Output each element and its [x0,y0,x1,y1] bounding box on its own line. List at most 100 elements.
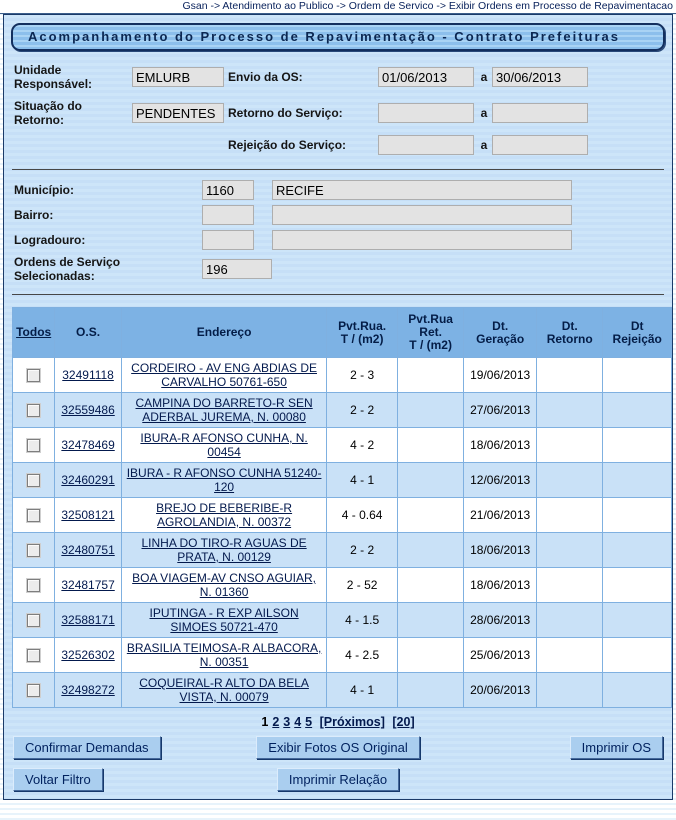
os-link[interactable]: 32478469 [61,438,115,452]
pvt-ret-value [396,532,465,568]
bairro-label: Bairro: [14,208,54,222]
col-header-pvt-rua-ret: Pvt.Rua Ret. T / (m2) [396,307,465,358]
os-table: Todos O.S. Endereço Pvt.Rua. T / (m2) Pv… [11,307,672,708]
dt-geracao-value: 18/06/2013 [463,427,537,463]
os-link[interactable]: 32481757 [61,578,115,592]
dt-retorno-value [535,532,604,568]
confirmar-demandas-button[interactable]: Confirmar Demandas [13,736,161,759]
endereco-link[interactable]: BRASILIA TEIMOSA-R ALBACORA, N. 00351 [126,641,322,669]
dt-geracao-value: 20/06/2013 [463,672,537,708]
bairro-name-field [272,205,572,225]
table-row: 32478469 IBURA-R AFONSO CUNHA, N. 00454 … [11,427,672,463]
unidade-field [132,67,224,87]
pvt-ret-value [396,637,465,673]
endereco-link[interactable]: BOA VIAGEM-AV CNSO AGUIAR, N. 01360 [132,571,316,599]
dt-rejeicao-value [602,357,672,393]
dt-retorno-value [535,427,604,463]
exibir-fotos-os-original-button[interactable]: Exibir Fotos OS Original [256,736,420,759]
row-checkbox[interactable] [27,579,41,593]
col-header-pvt-rua: Pvt.Rua. T / (m2) [326,307,398,358]
table-row: 32480751 LINHA DO TIRO-R AGUAS DE PRATA,… [11,532,672,568]
dt-rejeicao-value [602,392,672,428]
row-checkbox[interactable] [27,404,41,418]
pagination-page-link[interactable]: 4 [294,715,302,729]
row-checkbox[interactable] [27,369,41,383]
col-header-os: O.S. [54,307,122,358]
dt-retorno-value [535,462,604,498]
table-row: 32508121 BREJO DE BEBERIBE-R AGROLANDIA,… [11,497,672,533]
endereco-link[interactable]: LINHA DO TIRO-R AGUAS DE PRATA, N. 00129 [141,536,307,564]
os-link[interactable]: 32491118 [62,368,114,382]
pvt-value: 4 - 2 [326,427,398,463]
imprimir-os-button[interactable]: Imprimir OS [569,736,663,759]
row-checkbox[interactable] [27,544,41,558]
ordens-selecionadas-field [202,259,272,279]
envio-to-field [492,67,588,87]
os-link[interactable]: 32460291 [61,473,115,487]
os-link[interactable]: 32498272 [61,683,115,697]
col-header-dt-rejeicao: Dt Rejeição [602,307,672,358]
dt-rejeicao-value [602,567,672,603]
logradouro-label: Logradouro: [14,233,86,247]
municipio-label: Município: [14,183,74,197]
page-title: Acompanhamento do Processo de Repaviment… [11,23,665,51]
pvt-value: 4 - 1.5 [326,602,398,638]
row-checkbox[interactable] [27,684,41,698]
envio-os-label: Envio da OS: [228,70,303,84]
pvt-ret-value [396,567,465,603]
imprimir-relacao-button[interactable]: Imprimir Relação [276,768,400,791]
pagination-page-link[interactable]: 2 [272,715,280,729]
row-checkbox[interactable] [27,649,41,663]
dt-geracao-value: 18/06/2013 [463,532,537,568]
row-checkbox[interactable] [27,439,41,453]
pvt-ret-value [396,357,465,393]
pvt-value: 4 - 0.64 [326,497,398,533]
pagination-last-link[interactable]: [20] [392,715,415,729]
range-separator: a [480,106,488,120]
pagination-page-link[interactable]: 5 [305,715,313,729]
endereco-link[interactable]: BREJO DE BEBERIBE-R AGROLANDIA, N. 00372 [156,501,293,529]
row-checkbox[interactable] [27,509,41,523]
row-checkbox[interactable] [27,474,41,488]
voltar-filtro-button[interactable]: Voltar Filtro [13,768,103,791]
dt-rejeicao-value [602,532,672,568]
filter-summary-section: Unidade Responsável: Envio da OS: a Situ… [4,55,672,165]
endereco-link[interactable]: CAMPINA DO BARRETO-R SEN ADERBAL JUREMA,… [135,396,313,424]
pvt-ret-value [396,462,465,498]
pagination-page-link[interactable]: 3 [283,715,291,729]
pvt-value: 4 - 1 [326,462,398,498]
dt-geracao-value: 28/06/2013 [463,602,537,638]
endereco-link[interactable]: COQUEIRAL-R ALTO DA BELA VISTA, N. 00079 [139,676,309,704]
dt-geracao-value: 19/06/2013 [463,357,537,393]
os-link[interactable]: 32588171 [61,613,115,627]
rejeicao-from-field [378,135,474,155]
municipio-name-field [272,180,572,200]
dt-geracao-value: 18/06/2013 [463,567,537,603]
os-link[interactable]: 32480751 [61,543,115,557]
endereco-link[interactable]: IPUTINGA - R EXP AILSON SIMOES 50721-470 [149,606,299,634]
select-all-link[interactable]: Todos [16,325,52,339]
pvt-ret-value [396,392,465,428]
pvt-value: 4 - 1 [326,672,398,708]
dt-retorno-value [535,672,604,708]
endereco-link[interactable]: IBURA-R AFONSO CUNHA, N. 00454 [140,431,308,459]
row-checkbox[interactable] [27,614,41,628]
breadcrumb: Gsan -> Atendimento ao Publico -> Ordem … [0,0,676,14]
os-link[interactable]: 32508121 [61,508,115,522]
retorno-to-field [492,103,588,123]
os-link[interactable]: 32526302 [61,648,115,662]
endereco-link[interactable]: CORDEIRO - AV ENG ABDIAS DE CARVALHO 507… [131,361,317,389]
table-row: 32491118 CORDEIRO - AV ENG ABDIAS DE CAR… [11,357,672,393]
retorno-servico-label: Retorno do Serviço: [228,106,343,120]
dt-rejeicao-value [602,672,672,708]
col-header-endereco: Endereço [120,307,328,358]
dt-rejeicao-value [602,427,672,463]
dt-geracao-value: 27/06/2013 [463,392,537,428]
os-link[interactable]: 32559486 [61,403,115,417]
dt-retorno-value [535,392,604,428]
action-buttons: Confirmar Demandas Exibir Fotos OS Origi… [4,734,672,793]
dt-retorno-value [535,567,604,603]
pvt-value: 2 - 2 [326,532,398,568]
pagination-next-link[interactable]: [Próximos] [319,715,385,729]
endereco-link[interactable]: IBURA - R AFONSO CUNHA 51240-120 [126,466,322,494]
